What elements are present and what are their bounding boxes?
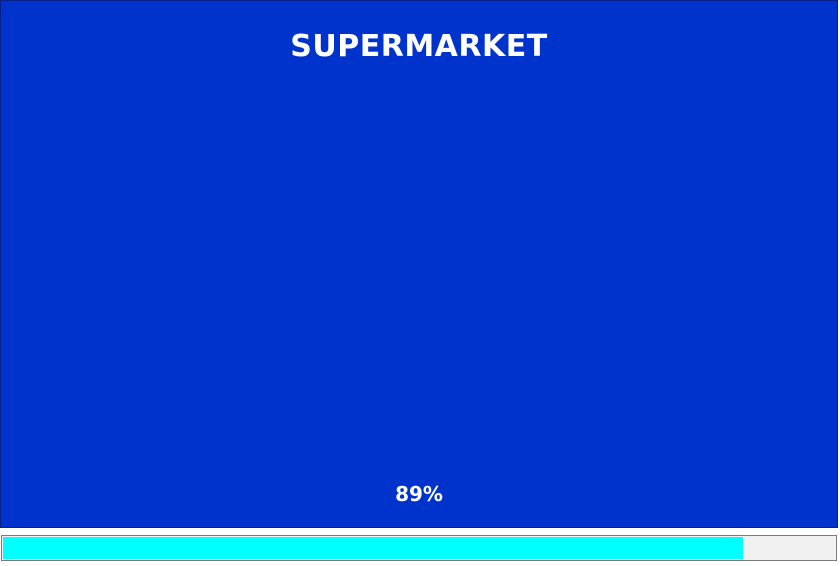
progress-bar-fill: [3, 537, 743, 559]
progress-percent-label: 89%: [395, 482, 443, 506]
splash-panel: SUPERMARKET 89%: [0, 0, 838, 528]
app-title: SUPERMARKET: [290, 29, 548, 64]
loading-progress-bar: [1, 535, 837, 561]
